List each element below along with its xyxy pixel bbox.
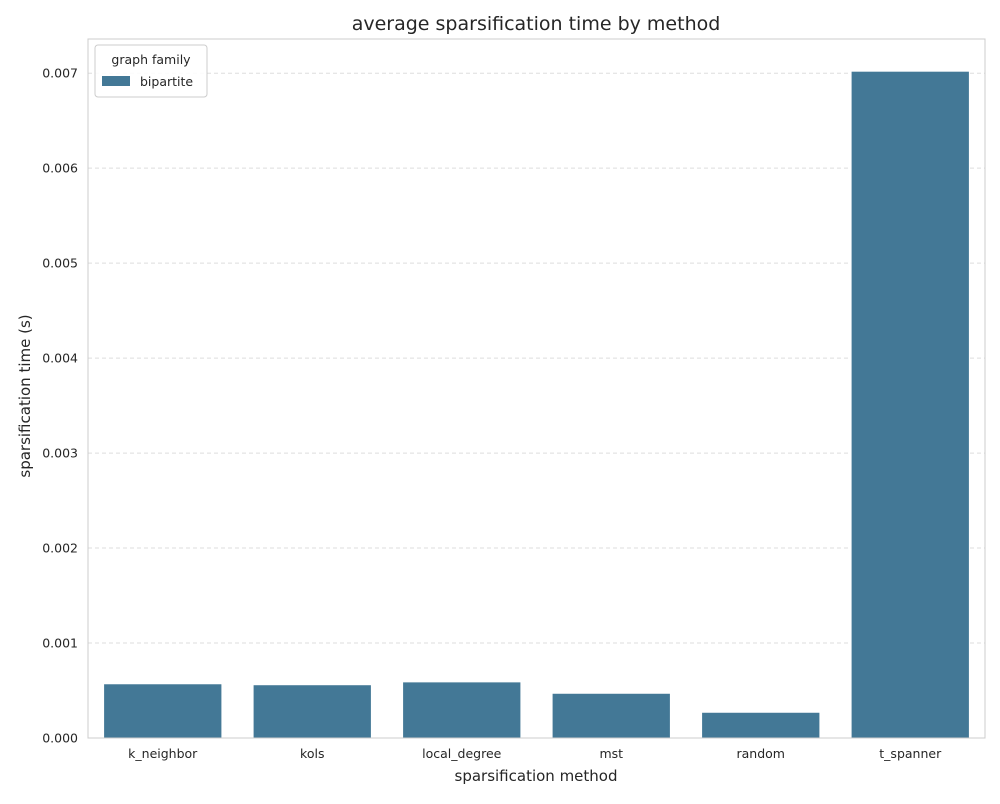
x-tick-labels: k_neighbor kols local_degree mst random t_spa… xyxy=(128,746,942,761)
x-tick-label: mst xyxy=(599,746,623,761)
legend-series-label: bipartite xyxy=(140,74,193,89)
bar-kols xyxy=(252,684,372,739)
x-tick-label: kols xyxy=(300,746,324,761)
x-tick-label: t_spanner xyxy=(879,746,942,761)
bars xyxy=(103,70,970,739)
y-tick-label: 0.004 xyxy=(42,351,78,366)
grid-lines xyxy=(88,72,985,644)
x-tick-label: local_degree xyxy=(422,746,501,761)
y-tick-label: 0.002 xyxy=(42,541,78,556)
bar-t-spanner xyxy=(850,70,970,739)
y-tick-label: 0.005 xyxy=(42,256,78,271)
y-tick-labels: 0.000 0.001 0.002 0.003 0.004 0.005 0.006 0.007 xyxy=(42,66,78,746)
y-tick-label: 0.007 xyxy=(42,66,78,81)
legend-swatch xyxy=(102,76,130,86)
bar-k-neighbor xyxy=(103,683,223,739)
x-tick-label: random xyxy=(737,746,785,761)
legend: graph family bipartite xyxy=(94,44,208,98)
y-tick-label: 0.001 xyxy=(42,636,78,651)
y-tick-label: 0.000 xyxy=(42,731,78,746)
y-tick-label: 0.006 xyxy=(42,161,78,176)
legend-title: graph family xyxy=(111,52,191,67)
bar-local-degree xyxy=(402,681,522,739)
x-axis-label: sparsification method xyxy=(455,767,618,785)
y-tick-label: 0.003 xyxy=(42,446,78,461)
y-axis-label: sparsification time (s) xyxy=(16,314,34,477)
bar-mst xyxy=(551,692,671,739)
plot-frame xyxy=(87,38,986,739)
chart-title: average sparsification time by method xyxy=(352,13,721,35)
bar-random xyxy=(701,711,821,739)
x-tick-label: k_neighbor xyxy=(128,746,198,761)
